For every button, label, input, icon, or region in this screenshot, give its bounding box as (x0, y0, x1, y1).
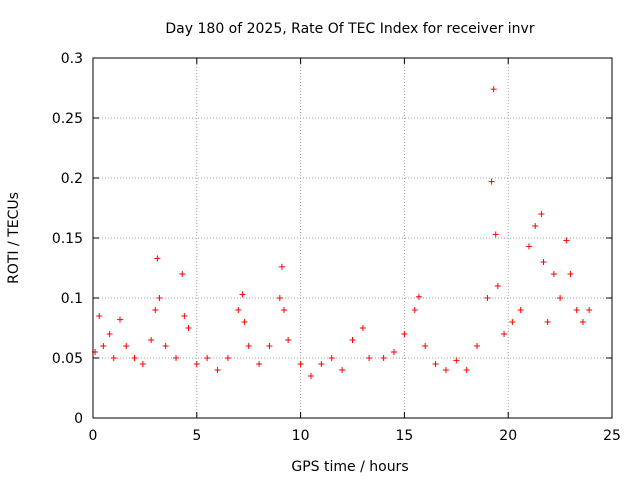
data-point (579, 319, 586, 325)
data-point (235, 307, 242, 313)
data-layer (92, 86, 593, 379)
data-point (285, 337, 292, 343)
data-point (339, 367, 346, 373)
data-point (96, 313, 103, 319)
data-point (557, 295, 564, 301)
data-point (256, 361, 263, 367)
data-point (490, 86, 497, 93)
data-point (573, 307, 580, 313)
data-point (540, 259, 547, 265)
data-point (550, 271, 557, 277)
data-point (239, 291, 246, 298)
data-point (359, 325, 366, 331)
data-point (517, 307, 524, 313)
data-point (162, 343, 169, 349)
data-point (266, 343, 273, 349)
data-point (401, 331, 408, 337)
x-tick-label: 15 (395, 428, 413, 444)
y-tick-label: 0.05 (52, 351, 83, 367)
data-point (366, 355, 373, 361)
data-point (241, 319, 248, 325)
data-point (318, 361, 325, 367)
data-point (525, 243, 532, 250)
y-tick-label: 0.25 (52, 111, 83, 127)
data-point (474, 343, 481, 349)
data-point (328, 355, 335, 361)
x-tick-label: 5 (192, 428, 201, 444)
data-point (110, 355, 117, 361)
data-point (538, 211, 545, 217)
data-point (154, 255, 161, 262)
data-point (116, 316, 123, 323)
y-tick-label: 0.3 (61, 51, 83, 67)
y-tick-label: 0.2 (61, 171, 83, 187)
x-tick-label: 20 (499, 428, 517, 444)
data-point (391, 349, 398, 355)
data-point (442, 367, 449, 373)
data-point (411, 307, 418, 313)
data-point (224, 355, 231, 361)
y-tick-label: 0.15 (52, 231, 83, 247)
data-point (494, 283, 501, 289)
x-tick-label: 10 (292, 428, 310, 444)
data-point (422, 343, 429, 349)
data-point (415, 293, 422, 300)
data-point (509, 319, 516, 325)
data-point (567, 271, 574, 277)
data-point (501, 331, 508, 337)
data-point (349, 337, 356, 343)
y-tick-label: 0.1 (61, 291, 83, 307)
data-point (380, 355, 387, 361)
data-point (484, 295, 491, 301)
x-tick-label: 0 (89, 428, 98, 444)
data-point (453, 357, 460, 364)
data-point (106, 331, 113, 337)
data-point (280, 307, 287, 313)
chart-title: Day 180 of 2025, Rate Of TEC Index for r… (165, 21, 534, 37)
data-point (204, 355, 211, 361)
data-point (586, 307, 593, 313)
data-point (185, 325, 192, 331)
y-tick-label: 0 (74, 411, 83, 427)
data-point (245, 343, 252, 349)
tick-layer: 0 5 10 15 20 25 0 0.05 0.1 0.15 0.2 0.25 0.3 (52, 51, 621, 444)
data-point (152, 307, 159, 313)
data-point (181, 313, 188, 319)
data-point (193, 361, 200, 367)
data-point (532, 223, 539, 229)
data-point (276, 295, 283, 301)
data-point (432, 361, 439, 367)
data-point (100, 343, 107, 349)
data-point (563, 237, 570, 244)
data-point (123, 343, 130, 349)
data-point (148, 337, 155, 343)
grid-layer (93, 58, 612, 418)
data-point (156, 295, 163, 301)
data-point (131, 355, 138, 361)
data-point (173, 355, 180, 361)
data-point (307, 373, 314, 379)
x-axis-label: GPS time / hours (291, 459, 408, 475)
data-point (492, 231, 499, 238)
x-tick-label: 25 (603, 428, 621, 444)
data-point (214, 367, 221, 373)
data-point (488, 178, 495, 185)
data-point (139, 361, 146, 367)
data-point (179, 271, 186, 277)
y-axis-label: ROTI / TECUs (6, 192, 22, 284)
data-point (544, 319, 551, 325)
data-point (297, 361, 304, 367)
data-point (463, 367, 470, 373)
data-point (278, 263, 285, 270)
